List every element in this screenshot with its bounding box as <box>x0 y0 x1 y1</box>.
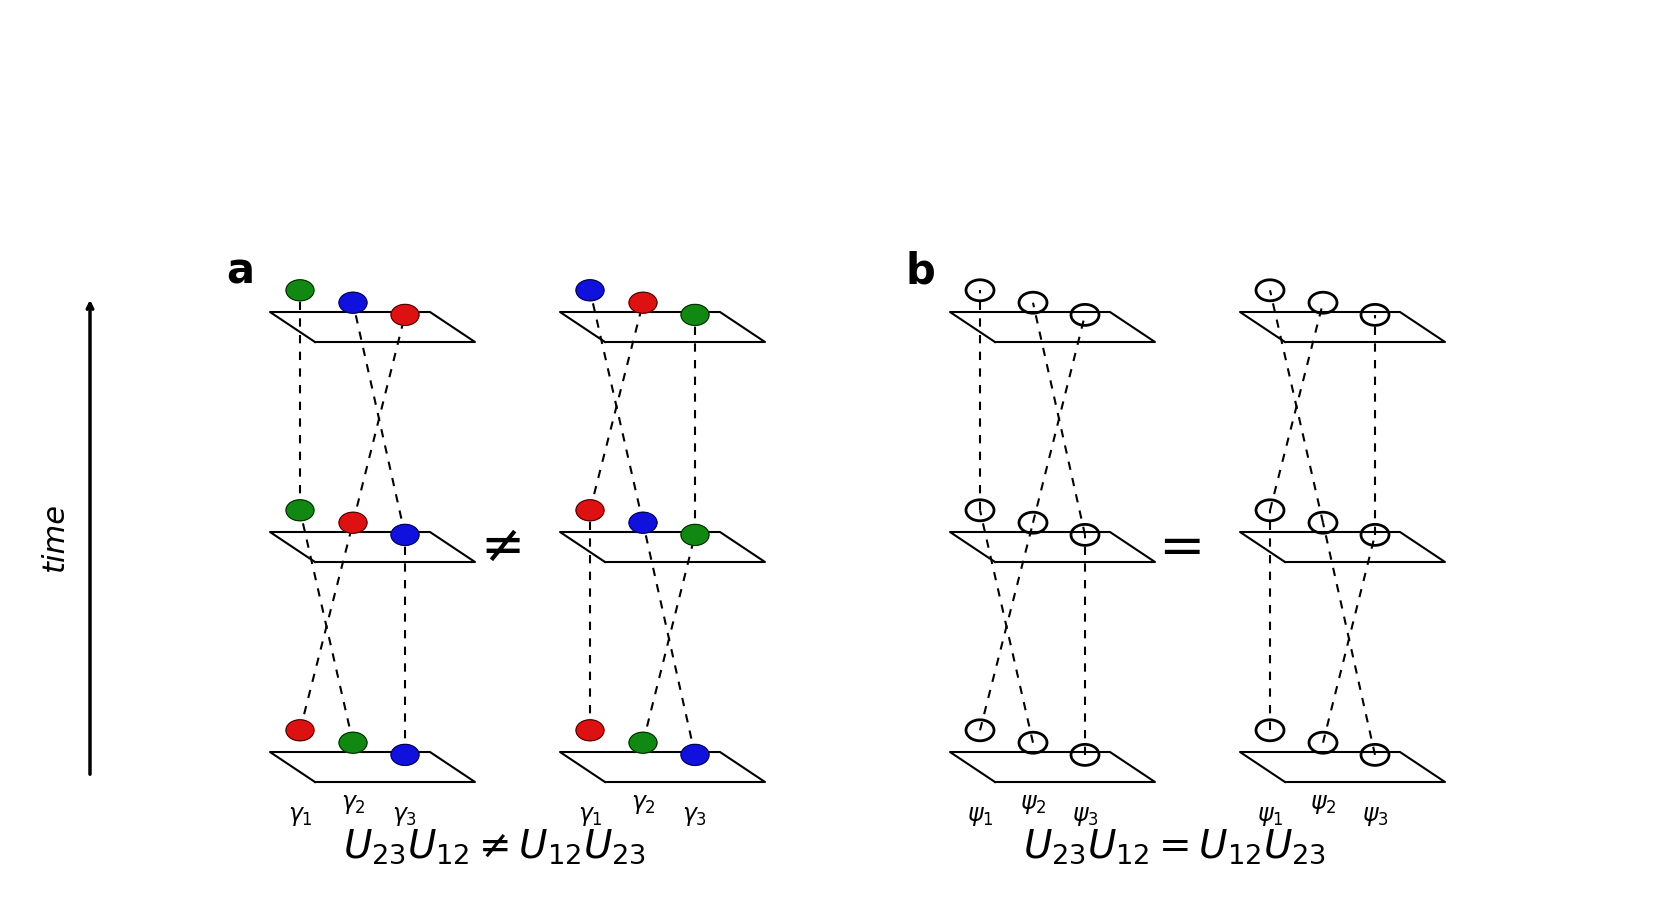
Ellipse shape <box>682 745 708 766</box>
Ellipse shape <box>575 279 604 301</box>
Text: $\gamma_3$: $\gamma_3$ <box>392 804 417 828</box>
Text: $U_{23}U_{12} = U_{12}U_{23}$: $U_{23}U_{12} = U_{12}U_{23}$ <box>1023 828 1327 866</box>
Text: $\psi_2$: $\psi_2$ <box>1019 792 1046 816</box>
Text: $\psi_3$: $\psi_3$ <box>1362 804 1389 828</box>
Text: $\gamma_2$: $\gamma_2$ <box>630 792 655 816</box>
Text: b: b <box>905 251 935 293</box>
Text: $\psi_1$: $\psi_1$ <box>966 804 993 828</box>
Ellipse shape <box>286 279 314 301</box>
Ellipse shape <box>629 732 657 753</box>
Ellipse shape <box>682 305 708 326</box>
Text: $\psi_3$: $\psi_3$ <box>1071 804 1098 828</box>
Text: $\gamma_1$: $\gamma_1$ <box>288 804 313 828</box>
Text: $\psi_1$: $\psi_1$ <box>1257 804 1284 828</box>
Ellipse shape <box>286 720 314 741</box>
Ellipse shape <box>391 305 419 326</box>
Ellipse shape <box>629 292 657 313</box>
Ellipse shape <box>339 512 368 533</box>
Ellipse shape <box>682 524 708 545</box>
Text: $\neq$: $\neq$ <box>469 521 521 573</box>
Ellipse shape <box>286 500 314 521</box>
Ellipse shape <box>339 292 368 313</box>
Ellipse shape <box>391 745 419 766</box>
Ellipse shape <box>339 732 368 753</box>
Ellipse shape <box>391 524 419 545</box>
Text: $U_{23}U_{12} \neq U_{12}U_{23}$: $U_{23}U_{12} \neq U_{12}U_{23}$ <box>344 828 647 866</box>
Text: $\psi_2$: $\psi_2$ <box>1310 792 1337 816</box>
Ellipse shape <box>575 500 604 521</box>
Text: $\gamma_3$: $\gamma_3$ <box>682 804 707 828</box>
Text: time: time <box>40 502 70 571</box>
Text: $\gamma_1$: $\gamma_1$ <box>577 804 602 828</box>
Ellipse shape <box>629 512 657 533</box>
Text: a: a <box>226 251 254 293</box>
Text: $=$: $=$ <box>1147 520 1202 574</box>
Ellipse shape <box>575 720 604 741</box>
Text: $\gamma_2$: $\gamma_2$ <box>341 792 366 816</box>
